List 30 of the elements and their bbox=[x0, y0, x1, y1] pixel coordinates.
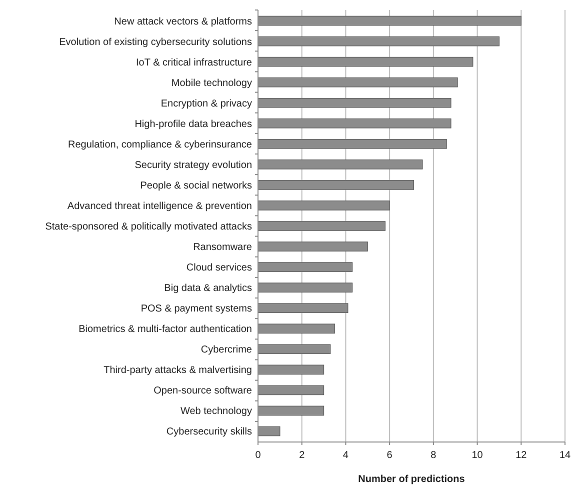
y-tick-label: Encryption & privacy bbox=[160, 98, 252, 110]
x-tick-label: 10 bbox=[472, 450, 484, 461]
x-tick-label: 14 bbox=[559, 450, 571, 461]
y-tick-label: High-profile data breaches bbox=[134, 118, 252, 130]
y-tick-label: Web technology bbox=[180, 406, 252, 418]
y-tick-label: People & social networks bbox=[140, 180, 252, 192]
y-tick-label: Ransomware bbox=[193, 242, 252, 254]
x-tick-label: 12 bbox=[516, 450, 528, 461]
y-tick-label: IoT & critical infrastructure bbox=[136, 57, 252, 68]
y-tick-label: Cybersecurity skills bbox=[166, 426, 252, 438]
y-tick-label: New attack vectors & platforms bbox=[114, 16, 252, 28]
y-tick-label: POS & payment systems bbox=[140, 304, 252, 315]
y-tick-label: Biometrics & multi-factor authentication bbox=[78, 324, 252, 336]
y-tick-label: Cybercrime bbox=[200, 344, 252, 356]
x-tick-label: 4 bbox=[342, 450, 349, 461]
y-tick-label: Open-source software bbox=[154, 386, 252, 397]
y-tick-label: Third-party attacks & malvertising bbox=[104, 365, 252, 376]
x-tick-label: 0 bbox=[255, 450, 262, 461]
y-tick-label: Security strategy evolution bbox=[134, 160, 252, 171]
x-axis-title: Number of predictions bbox=[358, 474, 466, 485]
x-tick-label: 2 bbox=[299, 450, 306, 461]
y-tick-label: Mobile technology bbox=[171, 78, 252, 89]
x-tick-label: 6 bbox=[386, 450, 393, 461]
y-tick-label: Big data & analytics bbox=[164, 283, 252, 294]
y-tick-label: Cloud services bbox=[186, 262, 252, 274]
x-tick-label: 8 bbox=[430, 450, 437, 461]
y-tick-label: Evolution of existing cybersecurity solutions bbox=[59, 36, 252, 48]
y-tick-label: Regulation, compliance & cyberinsurance bbox=[68, 139, 252, 150]
y-tick-label: Advanced threat intelligence & prevention bbox=[67, 200, 252, 212]
y-tick-label: State-sponsored & politically motivated attacks bbox=[45, 222, 252, 232]
